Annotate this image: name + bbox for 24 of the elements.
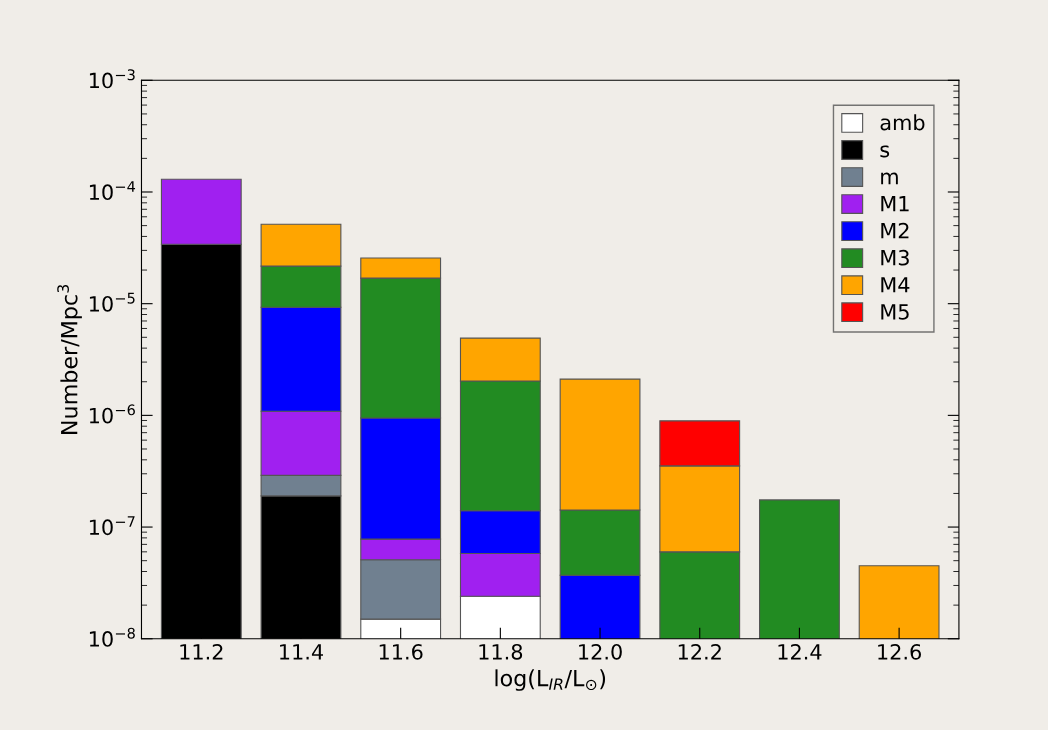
y-tick-label: 10$^{−5}$ (89, 292, 135, 312)
legend-label: M3 (881, 249, 909, 266)
x-tick-label: 11.8 (479, 643, 523, 660)
x-tick-label: 12.2 (678, 643, 721, 660)
legend-label: s (880, 145, 890, 158)
x-tick-label: 12.0 (579, 643, 622, 660)
x-tick-label: 11.6 (379, 643, 423, 660)
y-tick-label: 10$^{−8}$ (89, 627, 135, 647)
x-axis-title: log(L$_{IR}$/L$_{⊙}$) (495, 669, 606, 691)
legend-label: M4 (881, 277, 910, 293)
legend-label: M1 (881, 196, 909, 212)
y-tick-label: 10$^{−3}$ (89, 69, 135, 89)
y-axis-title: Number/Mpc$^{3}$ (57, 284, 82, 434)
x-tick-label: 11.2 (180, 643, 223, 660)
legend-label: m (881, 172, 898, 185)
y-tick-label: 10$^{−6}$ (89, 404, 135, 424)
x-tick-label: 12.6 (878, 643, 921, 660)
legend-label: M2 (881, 222, 909, 239)
legend-label: amb (880, 114, 925, 131)
y-tick-label: 10$^{−7}$ (89, 516, 135, 536)
x-tick-label: 11.4 (280, 644, 324, 660)
y-tick-label: 10$^{−4}$ (89, 181, 136, 201)
x-tick-label: 12.4 (778, 643, 822, 660)
legend-label: M5 (881, 304, 909, 320)
